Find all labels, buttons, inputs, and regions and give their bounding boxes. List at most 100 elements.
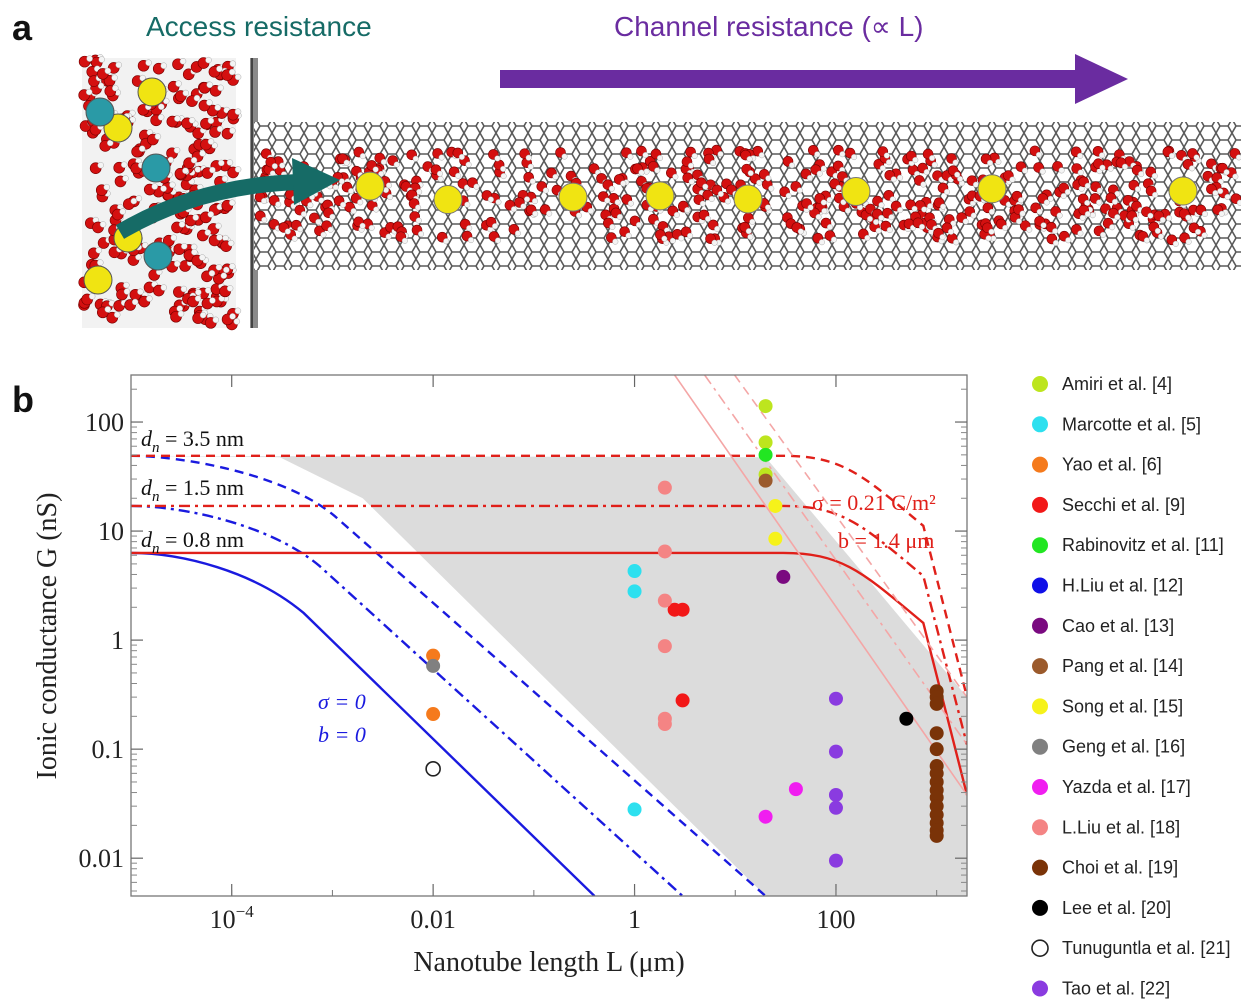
panel-b-label: b [12, 379, 34, 420]
annotation-sigma-value: σ = 0.21 C/m² [812, 490, 936, 515]
data-point [426, 648, 441, 663]
data-point [627, 584, 642, 599]
legend-marker [1032, 496, 1048, 513]
data-point [929, 742, 944, 757]
pink-dashed-curve [733, 375, 967, 698]
legend-label: Marcotte et al. [5] [1062, 414, 1201, 434]
legend-marker [1032, 980, 1048, 997]
data-point [675, 602, 690, 617]
legend-label: Yazda et al. [17] [1062, 777, 1191, 797]
legend-label: H.Liu et al. [12] [1062, 576, 1183, 596]
legend-label: Pang et al. [14] [1062, 656, 1183, 676]
carbon-nanotube [254, 122, 1241, 270]
plot-frame [130, 374, 968, 897]
panel-b: b 10−4 0.01 1 100 100 10 1 0.1 0.01 Nanotube len… [12, 374, 1230, 999]
annotation-sigma-zero: σ = 0 [318, 689, 366, 714]
legend-marker [1032, 537, 1048, 554]
red-dashdot-curve [131, 504, 967, 745]
annotation-dn-0-8: dn = 0.8 nm [141, 527, 244, 557]
legend-marker [1032, 617, 1048, 634]
x-tick-label: 100 [816, 905, 855, 934]
y-tick-label: 1 [111, 626, 124, 655]
legend-marker [1032, 376, 1048, 392]
legend-marker [1032, 738, 1048, 755]
data-point [768, 531, 783, 546]
y-axis-label: Ionic conductance G (nS) [32, 493, 63, 780]
legend-label: L.Liu et al. [18] [1062, 817, 1180, 837]
legend-marker [1032, 658, 1048, 675]
data-point [657, 593, 672, 608]
conductance-range-shading [131, 455, 967, 896]
annotation-dn-1-5: dn = 1.5 nm [141, 475, 244, 505]
data-point [929, 726, 944, 741]
legend-label: Secchi et al. [9] [1062, 495, 1185, 515]
access-arrow-head [292, 158, 340, 205]
red-dashed-curve [131, 454, 967, 698]
legend-marker [1032, 416, 1048, 433]
model-curves [131, 375, 967, 896]
legend-label: Yao et al. [6] [1062, 455, 1162, 475]
access-resistance-title: Access resistance [146, 11, 372, 42]
data-point [776, 569, 791, 584]
data-point [627, 564, 642, 579]
legend-marker [1032, 819, 1048, 836]
y-tick-label: 100 [85, 408, 124, 437]
legend-label: Cao et al. [13] [1062, 616, 1174, 636]
data-point [828, 744, 843, 759]
legend-label: Choi et al. [19] [1062, 858, 1178, 878]
data-point [758, 435, 773, 450]
x-tick-label: 0.01 [410, 905, 456, 934]
legend-marker [1032, 899, 1048, 916]
access-arrow [115, 174, 301, 239]
legend-label: Lee et al. [20] [1062, 898, 1171, 918]
panel-a-label: a [12, 7, 33, 48]
legend-marker [1031, 939, 1049, 958]
axis-ticks: 10−4 0.01 1 100 100 10 1 0.1 0.01 [79, 375, 967, 934]
data-points [425, 399, 944, 868]
data-point [426, 658, 441, 673]
channel-resistance-title: Channel resistance (∝ L) [614, 11, 923, 42]
y-tick-label: 10 [98, 517, 124, 546]
channel-arrow [500, 54, 1128, 104]
legend-label: Rabinovitz et al. [11] [1062, 535, 1224, 555]
data-point [929, 828, 944, 843]
y-tick-label: 0.01 [79, 844, 125, 873]
pink-solid-curve [673, 375, 967, 796]
legend-label: Amiri et al. [4] [1062, 374, 1172, 394]
data-point [828, 800, 843, 815]
legend-marker [1032, 456, 1048, 473]
data-point [758, 447, 773, 462]
panel-a: a Access resistance Channel resistance (… [12, 7, 1241, 331]
annotation-b-zero: b = 0 [318, 722, 366, 747]
data-point [657, 639, 672, 654]
data-point [627, 802, 642, 817]
legend: Amiri et al. [4] Marcotte et al. [5] Yao e… [1031, 374, 1230, 999]
data-point [675, 693, 690, 708]
data-point [899, 711, 914, 726]
legend-marker [1032, 577, 1048, 594]
legend-marker [1032, 698, 1048, 715]
data-point [828, 691, 843, 706]
annotation-b-value: b = 1.4 μm [838, 528, 934, 553]
data-point [828, 853, 843, 868]
data-point [657, 480, 672, 495]
x-axis-label: Nanotube length L (μm) [413, 947, 684, 978]
x-tick-label: 10−4 [210, 902, 255, 934]
red-solid-curve [131, 551, 967, 796]
data-point [657, 544, 672, 559]
blue-dashdot-curve [131, 504, 684, 896]
legend-label: Geng et al. [16] [1062, 737, 1185, 757]
legend-label: Tao et al. [22] [1062, 979, 1170, 999]
data-point [828, 787, 843, 802]
x-tick-label: 1 [628, 905, 641, 934]
legend-marker [1032, 779, 1048, 795]
data-point [929, 696, 944, 711]
data-point [425, 761, 441, 777]
annotation-dn-3-5: dn = 3.5 nm [141, 426, 244, 456]
data-point [758, 399, 773, 414]
data-point [788, 782, 803, 797]
y-tick-label: 0.1 [92, 735, 125, 764]
data-point [758, 809, 773, 824]
data-point [657, 717, 672, 732]
